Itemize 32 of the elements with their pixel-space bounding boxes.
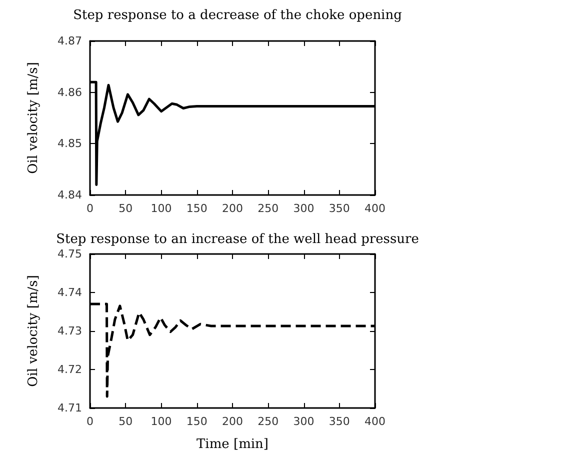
x-tick-label: 250 (258, 202, 279, 215)
y-axis-title: Oil velocity [m/s] (26, 62, 41, 174)
x-tick-label: 150 (186, 202, 208, 215)
y-tick-label: 4.72 (58, 363, 82, 376)
chart-title: Step response to a decrease of the choke opening (73, 8, 402, 23)
x-tick-label: 150 (186, 415, 208, 428)
x-tick-label: 0 (86, 415, 94, 428)
x-tick-label: 50 (118, 202, 133, 215)
x-tick-label: 250 (258, 415, 279, 428)
x-tick-label: 0 (86, 202, 94, 215)
x-tick-label: 50 (118, 415, 133, 428)
y-tick-label: 4.74 (58, 286, 82, 299)
x-tick-label: 350 (328, 415, 350, 428)
x-tick-label: 100 (150, 415, 172, 428)
x-tick-label: 300 (293, 202, 314, 215)
y-tick-label: 4.73 (58, 324, 82, 338)
y-axis-title: Oil velocity [m/s] (26, 275, 41, 387)
x-tick-label: 100 (150, 202, 172, 215)
x-tick-label: 350 (328, 202, 350, 215)
x-tick-label: 300 (293, 415, 314, 428)
x-tick-label: 200 (222, 202, 243, 215)
x-axis-title: Time [min] (196, 437, 268, 452)
y-tick-label: 4.86 (58, 86, 82, 99)
y-tick-label: 4.85 (58, 137, 82, 150)
y-tick-label: 4.84 (58, 188, 82, 202)
y-tick-label: 4.75 (58, 248, 82, 260)
y-tick-label: 4.71 (58, 402, 82, 414)
x-tick-label: 400 (364, 415, 386, 428)
x-tick-label: 400 (364, 202, 386, 215)
chart-title: Step response to an increase of the well head pressure (56, 232, 420, 247)
x-tick-label: 200 (222, 415, 243, 428)
y-tick-label: 4.87 (58, 34, 82, 48)
